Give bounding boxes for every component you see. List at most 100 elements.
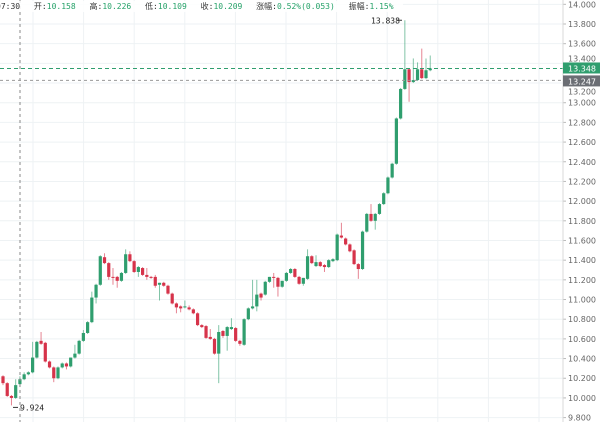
candle-body — [162, 282, 166, 286]
candle-up — [246, 307, 250, 321]
candle-body — [221, 331, 225, 336]
candle-body — [124, 254, 128, 273]
candle-down — [259, 292, 263, 301]
candle-down — [140, 267, 145, 276]
candle-body — [335, 234, 339, 261]
candle-body — [64, 363, 69, 367]
candle-body — [174, 303, 179, 308]
candle-down — [107, 262, 111, 280]
y-tick-label: 9.800 — [568, 414, 591, 422]
candle-down — [132, 260, 136, 273]
candle-up — [225, 326, 229, 351]
candle-body — [22, 374, 26, 380]
candle-body — [191, 309, 195, 314]
candle-body — [47, 361, 52, 368]
candle-body — [170, 293, 174, 304]
candle-body — [119, 272, 124, 281]
change-label: 涨幅: — [256, 2, 277, 11]
crosshair-time: 07:30 — [0, 2, 21, 11]
candle-body — [77, 340, 81, 354]
candle-up — [331, 258, 335, 263]
candle-down — [187, 305, 191, 311]
candle-up — [124, 249, 128, 274]
candle-body — [348, 244, 352, 252]
candle-body — [200, 325, 204, 328]
ohlc-header: 07:30 开:10.158 高:10.226 低:10.109 收:10.20… — [0, 1, 403, 12]
candle-body — [14, 385, 18, 398]
candle-down — [310, 255, 314, 265]
candle-down — [174, 302, 179, 314]
y-tick-label: 12.600 — [568, 138, 596, 147]
candle-body — [115, 276, 119, 281]
high-label: 高: — [89, 2, 103, 11]
candle-body — [31, 357, 35, 373]
candle-up — [229, 318, 234, 331]
candle-body — [318, 262, 322, 267]
candle-body — [255, 294, 259, 307]
candle-body — [102, 257, 107, 264]
candle-down — [212, 337, 217, 355]
candle-body — [386, 177, 390, 194]
y-tick-label: 13.000 — [568, 99, 596, 108]
candle-body — [81, 332, 85, 341]
candle-down — [5, 382, 9, 397]
candle-up — [289, 268, 293, 274]
candle-down — [191, 308, 195, 315]
candle-up — [60, 362, 64, 369]
candle-body — [339, 235, 343, 238]
candle-up — [327, 259, 331, 269]
candle-down — [407, 68, 411, 102]
candle-down — [238, 339, 242, 346]
candle-down — [47, 360, 52, 369]
amplitude-label: 振幅: — [348, 2, 370, 11]
candle-body — [411, 80, 415, 83]
last-price-badge — [563, 62, 600, 74]
candle-body — [195, 313, 200, 326]
y-tick-label: 12.000 — [568, 197, 596, 206]
candle-body — [327, 260, 331, 268]
candle-body — [352, 250, 356, 265]
candle-up — [81, 330, 85, 342]
max-price-annotation: 13.838 — [371, 16, 400, 25]
y-tick-label: 13.400 — [568, 54, 596, 63]
low-readout: 低:10.109 — [145, 2, 187, 11]
candle-body — [242, 319, 246, 345]
candle-up — [35, 340, 39, 359]
candle-body — [276, 277, 280, 287]
candle-body — [394, 118, 398, 164]
candle-body — [310, 256, 314, 264]
y-tick-label: 12.200 — [568, 177, 596, 186]
change-value: 0.52%(0.053) — [277, 2, 335, 11]
candle-body — [111, 276, 115, 278]
candle-body — [382, 193, 386, 205]
candle-down — [420, 48, 424, 80]
candle-body — [73, 353, 77, 358]
candle-body — [250, 306, 255, 309]
candle-body — [179, 306, 183, 309]
y-tick-label: 11.000 — [568, 296, 596, 305]
y-tick-label: 11.800 — [568, 217, 596, 226]
candle-down — [221, 330, 225, 338]
candle-down — [111, 268, 115, 285]
candle-body — [187, 307, 191, 310]
candle-body — [52, 367, 56, 379]
candle-body — [145, 274, 149, 277]
candle-down — [352, 249, 356, 266]
candle-body — [407, 69, 411, 83]
candle-body — [94, 284, 98, 298]
candle-down — [276, 276, 280, 297]
candle-up — [424, 58, 428, 80]
candle-down — [128, 251, 132, 263]
price-axis[interactable]: 14.000 13.800 13.600 13.400 13.200 13.000 12.8… — [562, 0, 600, 422]
candle-down — [43, 341, 47, 363]
candle-up — [365, 212, 369, 233]
candle-down — [293, 268, 297, 278]
candle-up — [390, 162, 394, 179]
candle-body — [166, 285, 170, 294]
candle-up — [386, 176, 390, 195]
candle-body — [305, 256, 310, 279]
candle-body — [263, 281, 267, 295]
high-readout: 高:10.226 — [89, 2, 131, 11]
candles — [1, 20, 432, 406]
